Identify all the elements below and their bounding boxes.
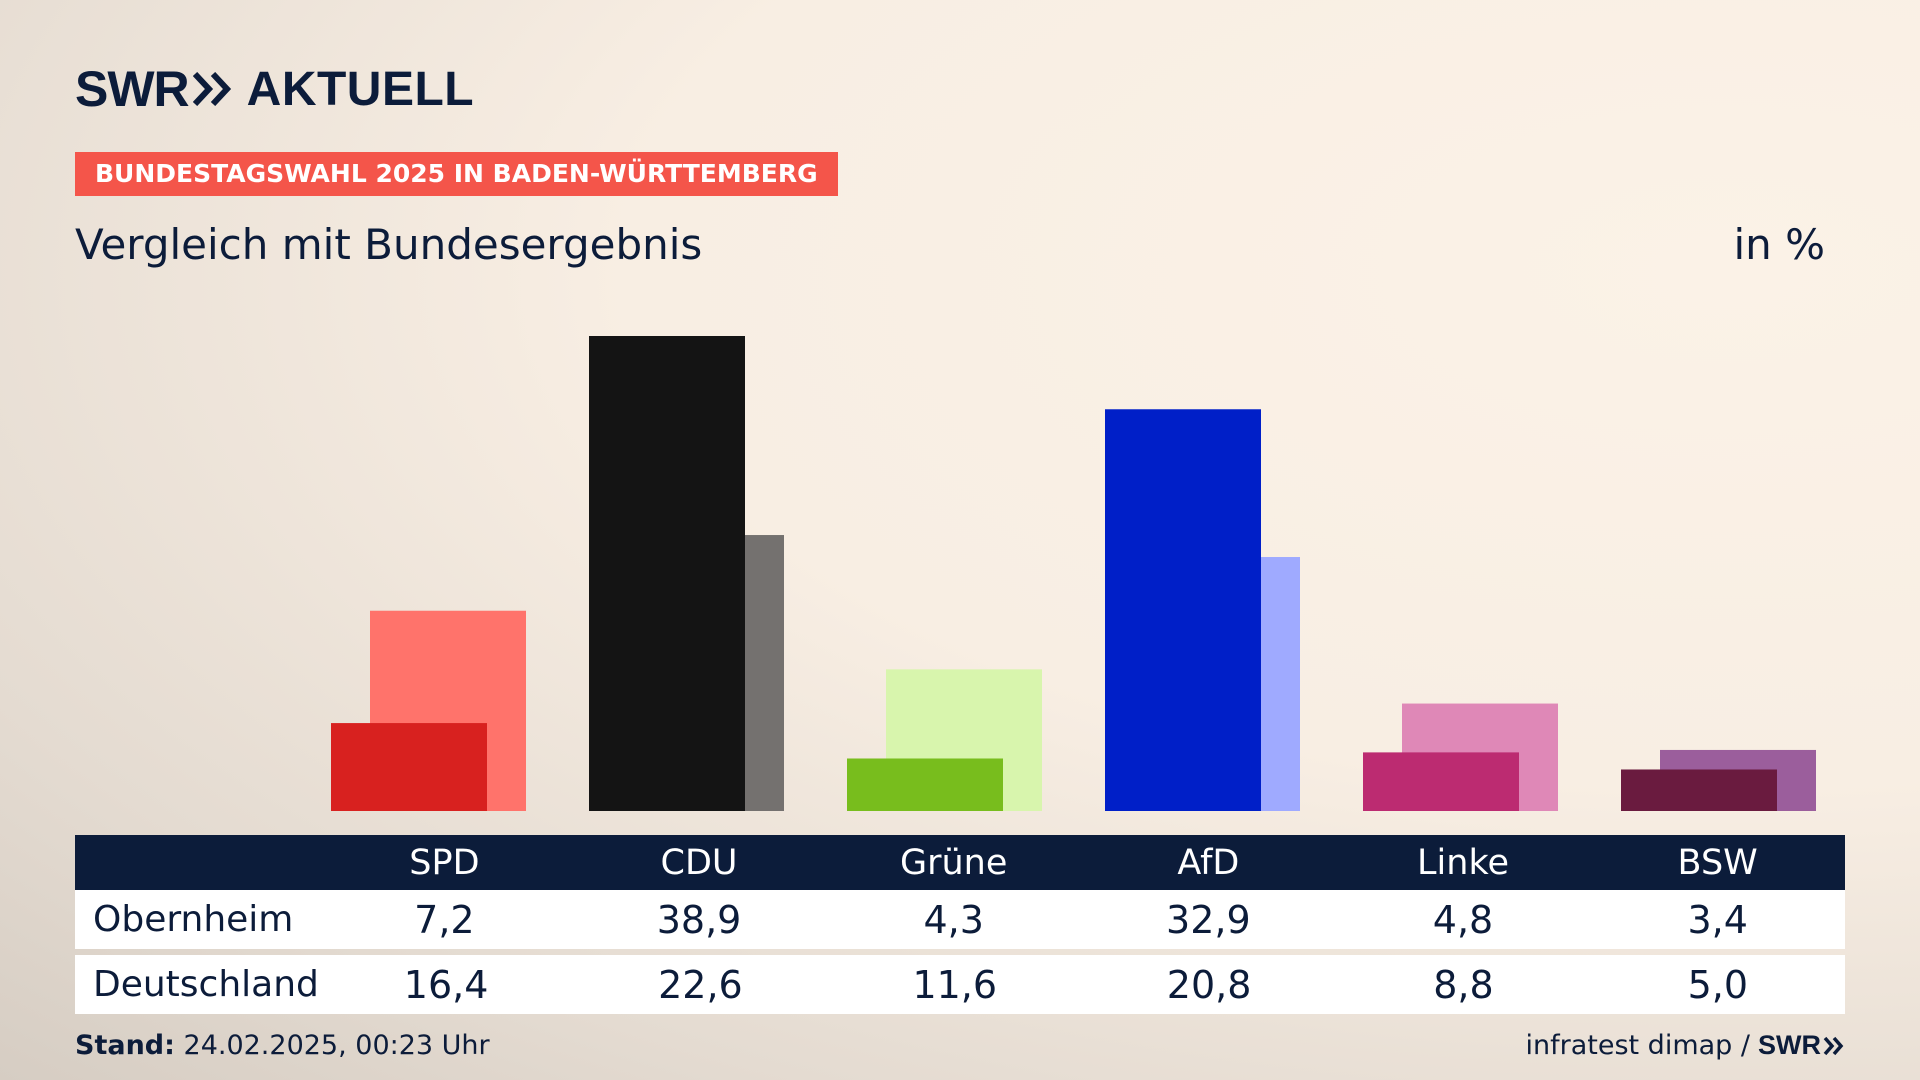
value-obernheim-linke: 4,8 — [1432, 897, 1494, 942]
chevron-double-icon — [192, 72, 231, 106]
election-tagline: BUNDESTAGSWAHL 2025 IN BADEN-WÜRTTEMBERG — [75, 152, 838, 196]
value-deutschland-bsw: 5,0 — [1687, 962, 1749, 1007]
value-deutschland-cdu: 22,6 — [658, 962, 743, 1007]
header-linke: Linke — [1417, 842, 1509, 883]
stand-value: 24.02.2025, 00:23 Uhr — [183, 1030, 490, 1061]
bar-obernheim-gruene — [847, 758, 1003, 811]
table-header-row: SPD CDU Grüne AfD Linke BSW — [75, 835, 1845, 890]
bar-obernheim-cdu — [589, 336, 745, 811]
value-obernheim-spd: 7,2 — [414, 897, 475, 942]
bar-obernheim-linke — [1363, 752, 1519, 811]
header-afd: AfD — [1177, 842, 1240, 883]
value-deutschland-afd: 20,8 — [1166, 962, 1252, 1007]
header-cdu: CDU — [660, 842, 738, 883]
results-table: SPD CDU Grüne AfD Linke BSW Obernheim 7,… — [75, 835, 1845, 1014]
table-header-empty — [75, 835, 317, 890]
swr-small-logo: SWR — [1758, 1030, 1821, 1060]
swr-wordmark: SWR — [75, 61, 190, 117]
header-bsw: BSW — [1677, 842, 1758, 883]
timestamp: Stand: 24.02.2025, 00:23 Uhr — [75, 1030, 490, 1061]
source-text: infratest dimap / — [1525, 1030, 1750, 1061]
stand-label: Stand: — [75, 1030, 175, 1061]
header-spd: SPD — [409, 842, 480, 883]
value-obernheim-afd: 32,9 — [1166, 897, 1251, 942]
chevron-double-small-icon — [1823, 1036, 1844, 1055]
row-label-deutschland: Deutschland — [93, 964, 319, 1005]
bar-obernheim-bsw — [1621, 769, 1777, 811]
unit-label: in % — [1733, 220, 1825, 269]
value-obernheim-cdu: 38,9 — [656, 897, 742, 942]
header-gruene: Grüne — [899, 842, 1008, 883]
value-obernheim-gruene: 4,3 — [923, 897, 984, 942]
aktuell-wordmark: AKTUELL — [246, 62, 475, 116]
source-credit: infratest dimap / SWR — [1525, 1030, 1845, 1061]
table-row-obernheim: Obernheim 7,2 38,9 4,3 32,9 4,8 3,4 — [75, 890, 1845, 949]
row-label-obernheim: Obernheim — [93, 899, 294, 940]
table-row-deutschland: Deutschland 16,4 22,6 11,6 20,8 8,8 5,0 — [75, 955, 1845, 1014]
value-obernheim-bsw: 3,4 — [1687, 897, 1748, 942]
bar-chart — [331, 336, 1816, 811]
value-deutschland-spd: 16,4 — [403, 962, 489, 1007]
swr-aktuell-logo: SWR AKTUELL — [75, 61, 475, 117]
bar-obernheim-afd — [1105, 409, 1261, 811]
bar-obernheim-spd — [331, 723, 487, 811]
value-deutschland-gruene: 11,6 — [912, 962, 998, 1007]
chart-subtitle: Vergleich mit Bundesergebnis — [75, 220, 703, 269]
value-deutschland-linke: 8,8 — [1433, 962, 1494, 1007]
